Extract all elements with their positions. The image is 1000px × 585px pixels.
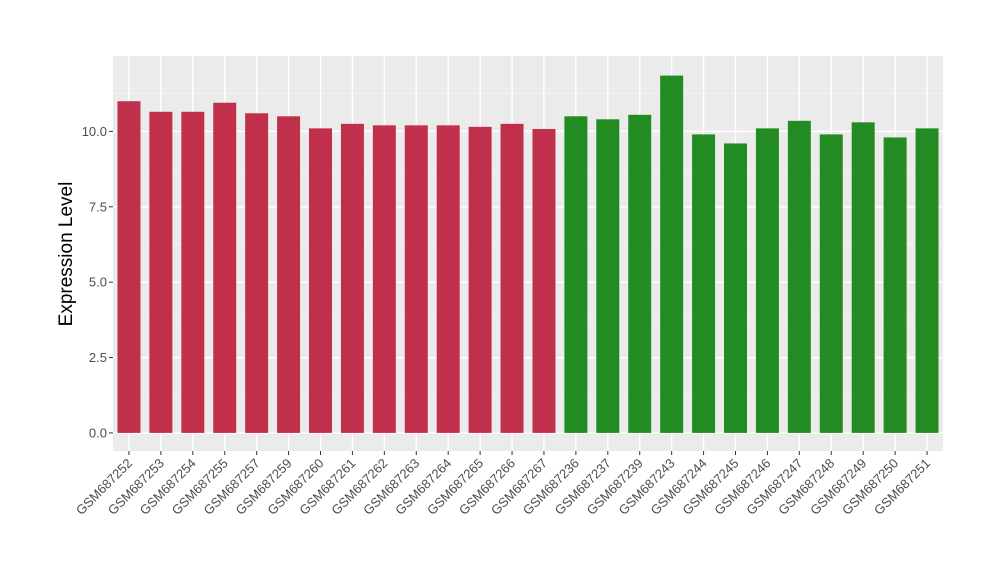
- bar: [787, 120, 811, 433]
- y-tick-label: 2.5: [89, 350, 107, 365]
- bar: [883, 137, 907, 433]
- bar: [277, 116, 301, 433]
- bar: [500, 123, 524, 433]
- bars-group: [117, 75, 939, 433]
- bar: [340, 123, 364, 433]
- bar: [532, 128, 556, 433]
- bar: [628, 114, 652, 433]
- y-tick-label: 0.0: [89, 425, 107, 440]
- y-tick-label: 5.0: [89, 275, 107, 290]
- y-axis-title: Expression Level: [56, 182, 77, 327]
- bar: [245, 113, 269, 433]
- bar: [149, 111, 173, 433]
- bar: [468, 126, 492, 433]
- bar: [213, 102, 237, 433]
- bar: [117, 101, 141, 433]
- x-axis: GSM687252GSM687253GSM687254GSM687255GSM6…: [73, 451, 933, 518]
- bar: [181, 111, 205, 433]
- bar: [915, 128, 939, 433]
- y-axis: 0.0 2.5 5.0 7.5 10.0: [82, 124, 113, 440]
- bar: [309, 128, 332, 433]
- bar: [596, 119, 620, 433]
- bar: [436, 125, 460, 433]
- bar: [660, 75, 684, 433]
- bar: [404, 125, 428, 433]
- bar: [372, 125, 396, 433]
- bar: [724, 143, 747, 433]
- y-tick-label: 10.0: [82, 124, 107, 139]
- plot-panel: [113, 56, 943, 451]
- bar: [819, 134, 843, 433]
- bar: [851, 122, 875, 433]
- y-tick-label: 7.5: [89, 199, 107, 214]
- bar: [755, 128, 779, 433]
- bar: [564, 116, 588, 433]
- bar: [692, 134, 716, 433]
